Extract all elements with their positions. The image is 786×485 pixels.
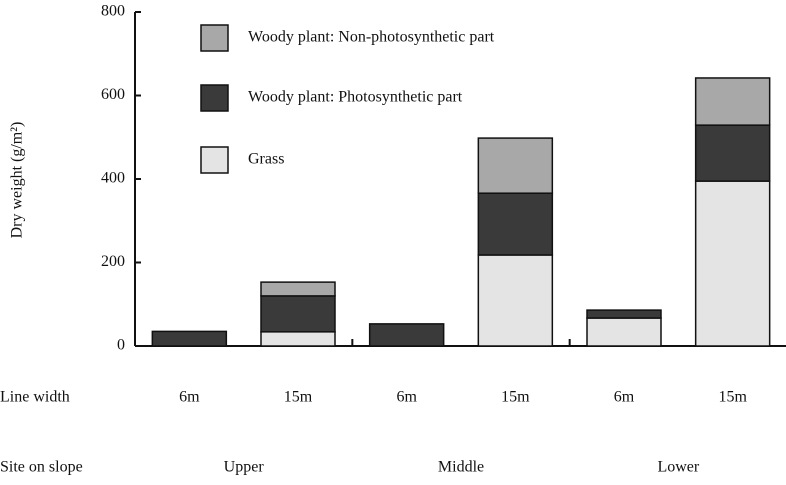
x-tick-label: 6m (179, 389, 200, 406)
x-tick-label: 6m (614, 389, 635, 406)
bar-segment (477, 254, 554, 347)
x-tick-label: 15m (501, 389, 530, 406)
bar-segment (477, 137, 554, 194)
bar-segment (694, 124, 771, 182)
y-tick-label: 600 (101, 86, 125, 103)
bar-segment (477, 192, 554, 256)
bar-segment (151, 330, 228, 347)
group-label: Upper (224, 459, 265, 476)
y-tick-label: 400 (101, 170, 125, 187)
legend-swatch (200, 84, 229, 112)
bar-segment (260, 331, 336, 347)
bar-segment (368, 323, 445, 347)
bar-segment (586, 317, 662, 347)
y-tick-label: 800 (101, 3, 125, 20)
legend-swatch (200, 146, 229, 174)
bar-segment (260, 281, 336, 297)
row-label: Line width (0, 389, 70, 406)
y-tick-label: 0 (117, 337, 125, 354)
legend-label: Woody plant: Photosynthetic part (248, 89, 463, 106)
bar-segment (586, 309, 662, 319)
group-label: Middle (438, 459, 484, 476)
x-tick-label: 6m (396, 389, 417, 406)
y-axis-label: Dry weight (g/m²) (9, 122, 26, 239)
bar-segment (694, 180, 771, 347)
row-label: Site on slope (0, 459, 83, 476)
x-tick-label: 15m (718, 389, 747, 406)
legend-label: Grass (248, 151, 284, 168)
group-label: Lower (657, 459, 699, 476)
x-tick-label: 15m (284, 389, 313, 406)
legend-swatch (200, 24, 229, 52)
y-tick-label: 200 (101, 253, 125, 270)
bar-segment (694, 77, 771, 126)
legend-label: Woody plant: Non-photosynthetic part (248, 29, 495, 46)
bar-segment (260, 295, 336, 333)
